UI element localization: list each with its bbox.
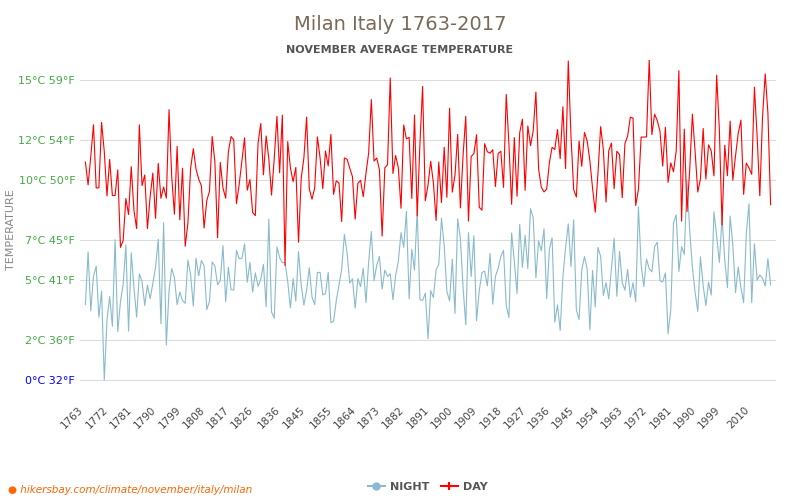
Text: Milan Italy 1763-2017: Milan Italy 1763-2017: [294, 15, 506, 34]
Legend: NIGHT, DAY: NIGHT, DAY: [364, 478, 492, 496]
Text: ● hikersbay.com/climate/november/italy/milan: ● hikersbay.com/climate/november/italy/m…: [8, 485, 252, 495]
Y-axis label: TEMPERATURE: TEMPERATURE: [6, 190, 16, 270]
Text: NOVEMBER AVERAGE TEMPERATURE: NOVEMBER AVERAGE TEMPERATURE: [286, 45, 514, 55]
